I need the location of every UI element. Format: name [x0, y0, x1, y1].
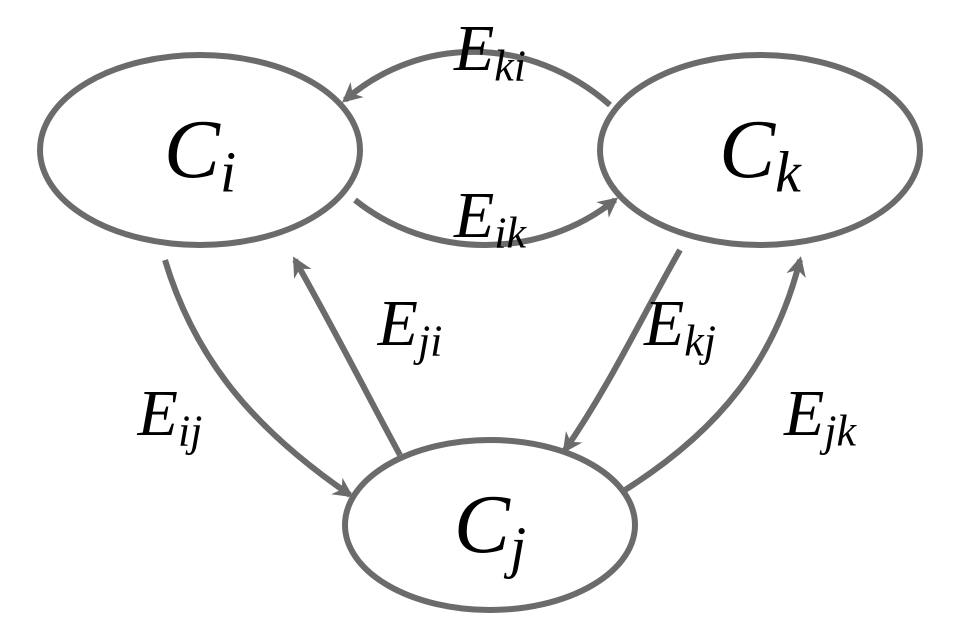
svg-text:Ejk: Ejk — [783, 377, 858, 455]
node-Ci: Ci — [40, 55, 360, 245]
svg-text:Eji: Eji — [377, 287, 443, 365]
edge-label-Ejk: Ejk — [783, 377, 858, 455]
edge-label-Eki: Eki — [453, 12, 526, 90]
svg-text:Eij: Eij — [137, 377, 203, 455]
node-Ck: Ck — [600, 55, 920, 245]
svg-text:Eik: Eik — [453, 179, 528, 257]
edge-label-Eji: Eji — [377, 287, 443, 365]
svg-text:Ekj: Ekj — [643, 287, 716, 365]
diagram-canvas: Ci Ck Cj Eki EikEji Eij Ekj Ejk — [0, 0, 955, 636]
edge-Eij — [165, 260, 350, 495]
node-Cj: Cj — [345, 440, 635, 610]
edge-label-Eij: Eij — [137, 377, 203, 455]
edge-label-Eik: Eik — [453, 179, 528, 257]
svg-text:Eki: Eki — [453, 12, 526, 90]
edge-label-Ekj: Ekj — [643, 287, 716, 365]
